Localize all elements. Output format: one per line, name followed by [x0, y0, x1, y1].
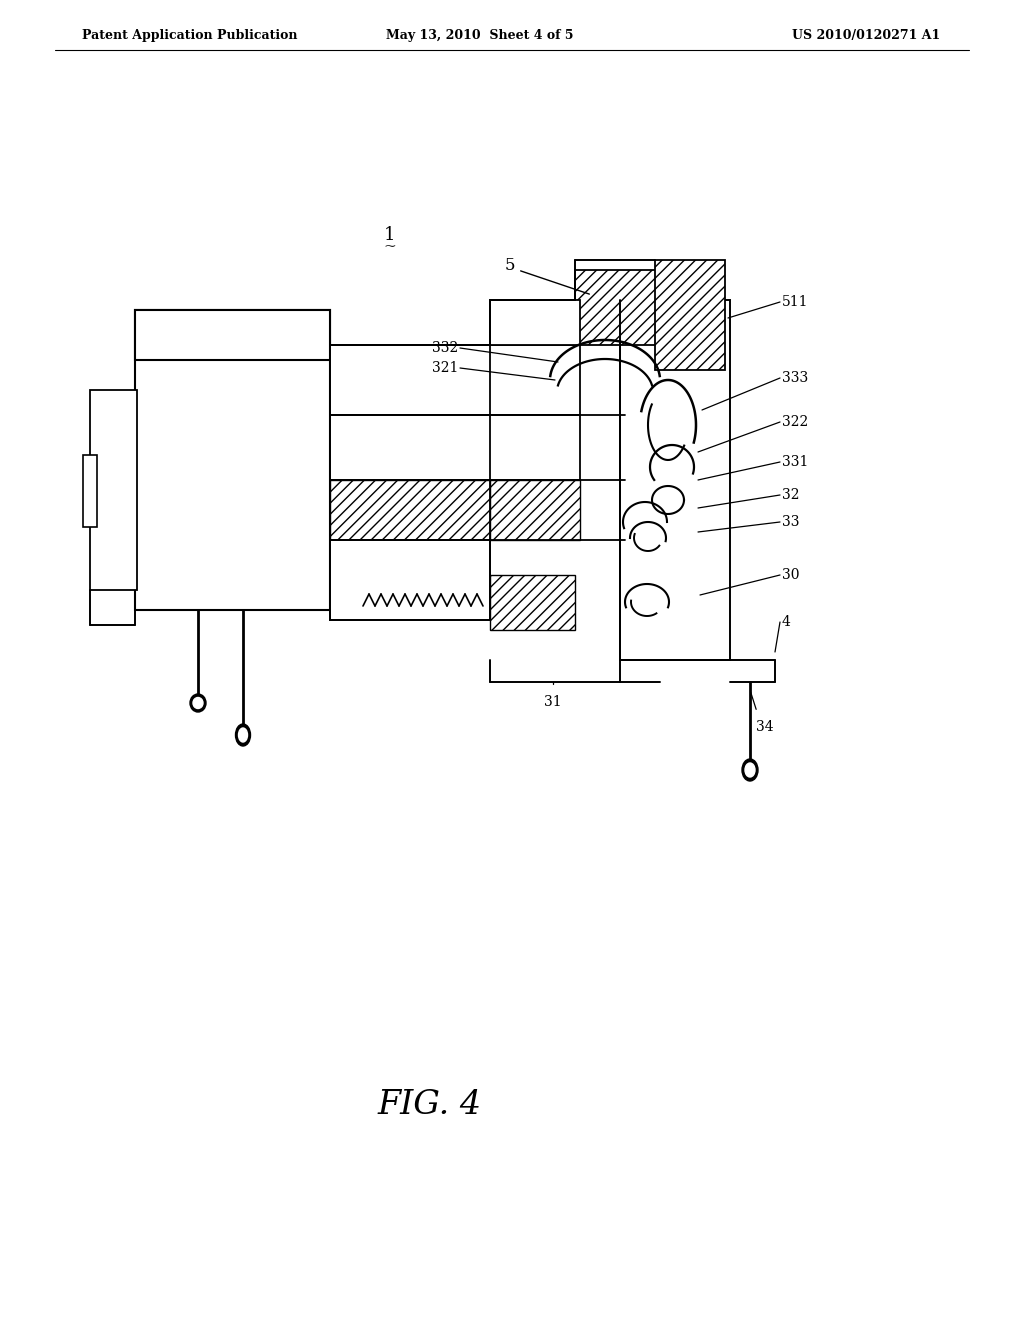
Bar: [330, 480, 490, 540]
Bar: [135, 310, 330, 610]
Bar: [330, 414, 580, 480]
Text: 322: 322: [782, 414, 808, 429]
Bar: [330, 345, 580, 414]
Bar: [330, 540, 490, 620]
Bar: [90, 389, 137, 590]
Bar: [655, 260, 725, 370]
Ellipse shape: [239, 729, 248, 742]
Bar: [83, 455, 97, 527]
Ellipse shape: [745, 763, 755, 777]
Text: 32: 32: [782, 488, 800, 502]
Ellipse shape: [193, 697, 203, 709]
Text: 321: 321: [432, 360, 458, 375]
Text: 331: 331: [782, 455, 808, 469]
Ellipse shape: [236, 723, 251, 746]
Text: 511: 511: [782, 294, 809, 309]
Bar: [490, 576, 575, 630]
Text: 333: 333: [782, 371, 808, 385]
Bar: [490, 480, 580, 540]
Text: 31: 31: [544, 696, 562, 709]
Bar: [575, 271, 665, 345]
Text: FIG. 4: FIG. 4: [378, 1089, 482, 1121]
Text: May 13, 2010  Sheet 4 of 5: May 13, 2010 Sheet 4 of 5: [386, 29, 573, 41]
Text: 33: 33: [782, 515, 800, 529]
Text: 1: 1: [384, 226, 395, 244]
Text: 4: 4: [782, 615, 791, 630]
Bar: [135, 310, 330, 360]
Ellipse shape: [742, 759, 758, 781]
Text: 5: 5: [505, 257, 515, 275]
Text: 332: 332: [432, 341, 458, 355]
Text: 34: 34: [756, 719, 774, 734]
Ellipse shape: [190, 694, 206, 711]
Text: ~: ~: [384, 240, 396, 253]
Bar: [490, 300, 580, 345]
Text: 30: 30: [782, 568, 800, 582]
Bar: [620, 300, 730, 660]
Text: Patent Application Publication: Patent Application Publication: [82, 29, 298, 41]
Text: US 2010/0120271 A1: US 2010/0120271 A1: [792, 29, 940, 41]
